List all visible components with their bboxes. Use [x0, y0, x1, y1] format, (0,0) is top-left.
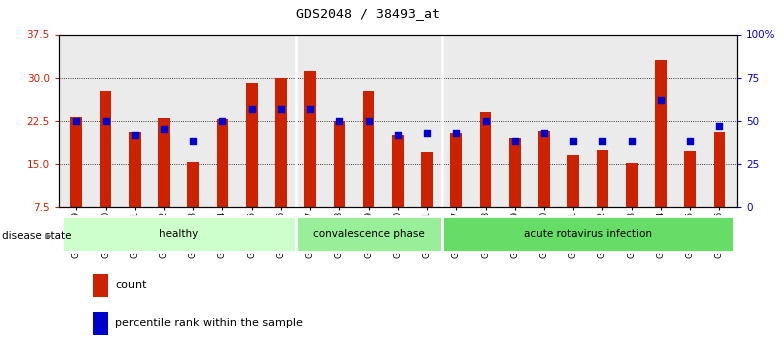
Bar	[187, 162, 199, 207]
Bar	[71, 117, 82, 207]
Point	[187, 139, 200, 144]
Point	[450, 130, 463, 136]
Point	[421, 130, 434, 136]
Text: disease state: disease state	[2, 231, 72, 241]
Bar	[93, 312, 108, 335]
Bar	[333, 121, 345, 207]
Point	[70, 118, 82, 124]
Bar	[304, 71, 316, 207]
Bar	[684, 151, 696, 207]
Point	[216, 118, 229, 124]
Bar	[158, 118, 170, 207]
Point	[100, 118, 112, 124]
Bar	[93, 274, 108, 297]
Point	[129, 132, 141, 137]
Point	[391, 132, 404, 137]
Text: percentile rank within the sample: percentile rank within the sample	[115, 318, 303, 328]
Point	[713, 123, 726, 129]
Bar	[100, 91, 111, 207]
Bar	[392, 135, 404, 207]
Point	[596, 139, 608, 144]
Bar	[363, 91, 375, 207]
Point	[362, 118, 375, 124]
Point	[304, 106, 317, 111]
FancyBboxPatch shape	[296, 216, 441, 252]
Bar	[246, 83, 258, 207]
Point	[333, 118, 346, 124]
FancyBboxPatch shape	[441, 216, 734, 252]
Text: GDS2048 / 38493_at: GDS2048 / 38493_at	[296, 7, 441, 20]
Bar	[655, 60, 667, 207]
Text: healthy: healthy	[159, 229, 198, 239]
Point	[245, 106, 258, 111]
Point	[655, 97, 667, 103]
Bar	[216, 119, 228, 207]
Text: ►: ►	[45, 231, 53, 241]
Point	[274, 106, 287, 111]
Text: acute rotavirus infection: acute rotavirus infection	[524, 229, 652, 239]
Point	[479, 118, 492, 124]
Bar	[480, 112, 492, 207]
FancyBboxPatch shape	[62, 216, 296, 252]
Bar	[421, 152, 433, 207]
Bar	[568, 155, 579, 207]
Point	[626, 139, 638, 144]
Bar	[129, 132, 140, 207]
Bar	[509, 138, 521, 207]
Bar	[626, 163, 637, 207]
Bar	[597, 149, 608, 207]
Bar	[538, 130, 550, 207]
Text: count: count	[115, 280, 147, 290]
Bar	[275, 78, 287, 207]
Point	[567, 139, 579, 144]
Bar	[451, 134, 463, 207]
Text: convalescence phase: convalescence phase	[313, 229, 424, 239]
Point	[684, 139, 696, 144]
Bar	[713, 132, 725, 207]
Point	[158, 127, 170, 132]
Point	[509, 139, 521, 144]
Point	[538, 130, 550, 136]
